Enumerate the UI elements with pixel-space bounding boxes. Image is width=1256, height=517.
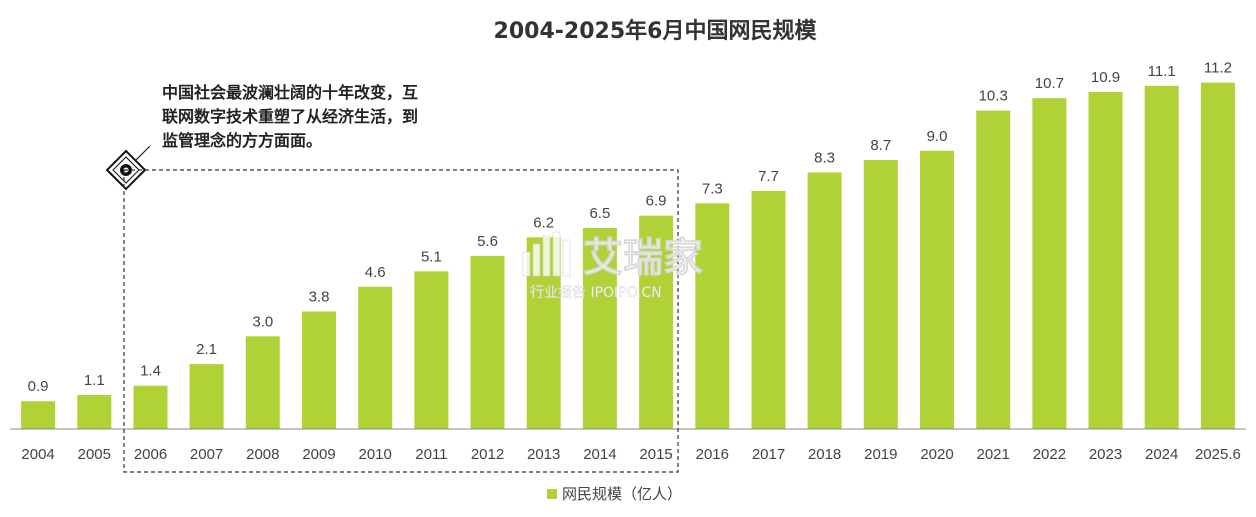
- x-tick-2015: 2015: [639, 446, 672, 463]
- bar-2004: [21, 401, 56, 429]
- x-tick-2024: 2024: [1145, 446, 1178, 463]
- x-tick-2012: 2012: [471, 446, 504, 463]
- x-tick-2016: 2016: [696, 446, 729, 463]
- chart-title: 2004-2025年6月中国网民规模: [494, 18, 818, 44]
- x-tick-2019: 2019: [864, 446, 897, 463]
- x-tick-2025.6: 2025.6: [1195, 446, 1241, 463]
- highlight-box: [123, 169, 679, 473]
- value-labels-layer: 0.9 1.1 1.4 2.1 3.0 3.8 4.6 5.1 5.6 6.2 6.5 6.9 7.3 7…: [28, 60, 1232, 396]
- watermark-main: 艾瑞家: [583, 235, 703, 281]
- target-marker-icon: [105, 145, 151, 191]
- legend-swatch: [547, 489, 557, 499]
- annotation-line-3: 监管理念的方方面面。: [162, 131, 322, 150]
- annotation-text: 中国社会最波澜壮阔的十年改变，互 联网数字技术重塑了从经济生活，到 监管理念的方…: [162, 83, 418, 150]
- x-tick-2006: 2006: [134, 446, 167, 463]
- x-tick-2014: 2014: [583, 446, 616, 463]
- bar-2011: [414, 271, 449, 429]
- value-label-2004: 0.9: [28, 378, 49, 395]
- x-tick-2023: 2023: [1089, 446, 1122, 463]
- value-label-2005: 1.1: [84, 372, 105, 389]
- legend-label: 网民规模（亿人）: [562, 485, 682, 503]
- bar-2021: [976, 110, 1011, 429]
- bar-2012: [470, 255, 505, 429]
- x-tick-2009: 2009: [302, 446, 335, 463]
- bar-2020: [920, 150, 954, 430]
- value-label-2020: 9.0: [927, 128, 948, 145]
- bar-2010: [358, 286, 393, 429]
- x-tick-2018: 2018: [808, 446, 841, 463]
- value-label-2007: 2.1: [196, 341, 217, 358]
- x-tick-2017: 2017: [752, 446, 785, 463]
- value-label-2012: 5.6: [477, 233, 498, 250]
- x-tick-2007: 2007: [190, 446, 223, 463]
- bar-2005: [77, 395, 112, 429]
- legend: 网民规模（亿人）: [547, 485, 682, 503]
- bar-2019: [863, 160, 898, 429]
- value-label-2018: 8.3: [814, 149, 835, 166]
- value-label-2006: 1.4: [140, 363, 161, 380]
- bars-layer: [21, 82, 1235, 430]
- annotation-line-2: 联网数字技术重塑了从经济生活，到: [162, 107, 418, 126]
- x-tick-2022: 2022: [1033, 446, 1066, 463]
- bar-2008: [245, 336, 280, 430]
- value-label-2010: 4.6: [365, 264, 386, 281]
- bar-2007: [189, 364, 224, 429]
- bar-2022: [1032, 98, 1067, 429]
- value-label-2025.6: 11.2: [1204, 60, 1232, 77]
- watermark-logo-icon: [522, 231, 571, 277]
- bar-2014: [582, 228, 617, 429]
- bar-2025.6: [1200, 82, 1235, 429]
- x-tick-2021: 2021: [977, 446, 1010, 463]
- bar-2009: [302, 311, 336, 429]
- bar-2018: [807, 172, 842, 429]
- bar-2017: [751, 190, 786, 429]
- value-label-2022: 10.7: [1035, 75, 1064, 92]
- value-label-2016: 7.3: [702, 180, 723, 197]
- x-tick-2013: 2013: [527, 446, 560, 463]
- x-tick-2011: 2011: [415, 446, 447, 463]
- value-label-2009: 3.8: [309, 289, 330, 306]
- x-tick-2020: 2020: [920, 446, 953, 463]
- annotation-line-1: 中国社会最波澜壮阔的十年改变，互: [162, 83, 418, 102]
- bar-2015: [639, 215, 674, 429]
- x-tick-2004: 2004: [21, 446, 54, 463]
- watermark: 艾瑞家 行业报告 IPOIPO.CN: [522, 231, 703, 301]
- value-label-2019: 8.7: [870, 137, 891, 154]
- value-label-2021: 10.3: [979, 88, 1008, 105]
- value-label-2024: 11.1: [1148, 63, 1176, 80]
- value-label-2015: 6.9: [646, 193, 667, 210]
- bar-2016: [695, 203, 730, 429]
- value-label-2014: 6.5: [589, 205, 610, 222]
- value-label-2013: 6.2: [533, 214, 554, 231]
- bar-2006: [133, 385, 168, 429]
- value-label-2011: 5.1: [421, 248, 442, 265]
- x-tick-2005: 2005: [78, 446, 111, 463]
- x-tick-2010: 2010: [359, 446, 392, 463]
- bar-2024: [1144, 85, 1179, 430]
- x-tick-labels: 2004 2005 2006 2007 2008 2009 2010 2011 2012 2013…: [21, 446, 1240, 463]
- value-label-2023: 10.9: [1091, 69, 1120, 86]
- value-label-2008: 3.0: [252, 313, 273, 330]
- watermark-sub: 行业报告 IPOIPO.CN: [530, 285, 662, 301]
- x-tick-2008: 2008: [246, 446, 279, 463]
- bar-2023: [1088, 92, 1123, 429]
- value-label-2017: 7.7: [758, 168, 779, 185]
